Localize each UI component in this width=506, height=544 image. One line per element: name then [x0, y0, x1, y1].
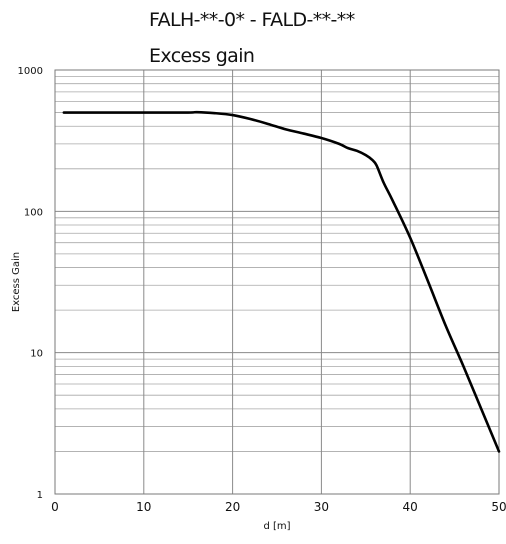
- x-tick-label: 0: [51, 500, 59, 514]
- plot-area: [54, 69, 500, 495]
- x-tick-label: 40: [403, 500, 418, 514]
- y-tick-label: 100: [24, 207, 43, 218]
- series-line: [62, 110, 501, 453]
- chart-title: FALH-**-0* - FALD-**-**: [149, 9, 355, 31]
- x-tick-label: 20: [225, 500, 240, 514]
- y-axis-label: Excess Gain: [11, 252, 22, 312]
- x-tick-label: 50: [491, 500, 506, 514]
- y-tick-label: 1000: [18, 66, 43, 77]
- y-tick-label: 1: [37, 490, 43, 501]
- chart-subtitle: Excess gain: [149, 45, 254, 67]
- grid: [54, 69, 500, 495]
- x-tick-label: 30: [314, 500, 329, 514]
- axis-ticks: 0 10 20 30 40 50 1 10 100 1000: [18, 66, 506, 514]
- y-tick-label: 10: [30, 349, 43, 360]
- series-layer: [62, 110, 501, 453]
- x-axis-label: d [m]: [263, 521, 290, 532]
- x-tick-label: 10: [136, 500, 151, 514]
